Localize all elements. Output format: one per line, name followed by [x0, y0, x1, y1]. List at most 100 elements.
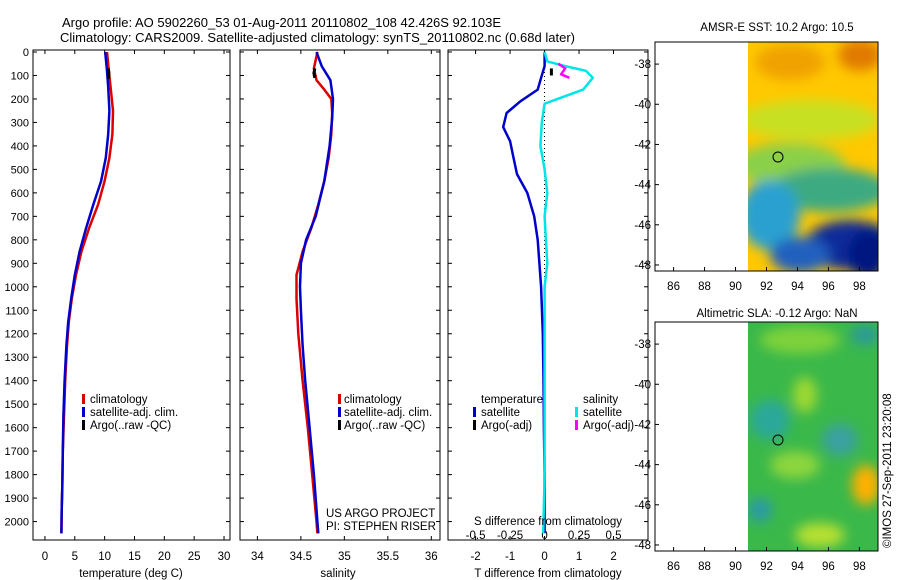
- x-tick-label: 36: [425, 551, 438, 563]
- series-line: [298, 51, 335, 534]
- legend-swatch-climatology: [82, 394, 85, 404]
- legend-swatch-satellite: [82, 407, 85, 417]
- temperature-panel: [32, 49, 231, 541]
- map-x-tick-label: 88: [698, 561, 711, 573]
- y-tick-label: 1200: [5, 329, 29, 341]
- legend-swatch-t-argo: [473, 420, 476, 430]
- title-line-2: Climatology: CARS2009. Satellite-adjuste…: [60, 30, 575, 45]
- map-y-tick-label: -40: [634, 379, 651, 391]
- map-x-tick-label: 94: [791, 281, 804, 293]
- salinity-xlabel: salinity: [320, 568, 355, 580]
- map-x-tick-label: 96: [822, 561, 835, 573]
- map-y-tick-label: -40: [634, 99, 651, 111]
- imos-timestamp: ©IMOS 27-Sep-2011 23:20:08: [882, 393, 894, 548]
- x-tick-label: 2: [610, 551, 616, 563]
- y-tick-label: 100: [11, 70, 29, 82]
- sst-map-title: AMSR-E SST: 10.2 Argo: 10.5: [700, 22, 853, 34]
- x-tick-label: 0: [42, 551, 48, 563]
- legend-label: satellite: [583, 407, 622, 419]
- x-tick-label: 34.5: [290, 551, 312, 563]
- map-y-tick-label: -46: [634, 500, 651, 512]
- y-tick-label: 0: [23, 47, 29, 59]
- x-tick-label: 15: [128, 551, 141, 563]
- map-x-tick-label: 90: [729, 281, 742, 293]
- x-tick-label: 25: [188, 551, 201, 563]
- legend-swatch-climatology: [338, 394, 341, 404]
- top-tick-label: -0.5: [466, 530, 486, 542]
- series-line: [60, 51, 111, 534]
- sla-map-field: [748, 322, 878, 551]
- y-tick-label: 1700: [5, 446, 29, 458]
- series-line: [557, 62, 570, 79]
- pi-label: PI: STEPHEN RISER: [326, 521, 436, 533]
- map-x-tick-label: 92: [760, 281, 773, 293]
- legend-label: Argo(-adj): [481, 420, 532, 432]
- sst-map-field: [748, 42, 878, 271]
- y-tick-label: 1400: [5, 376, 29, 388]
- argo-position-marker: [772, 151, 784, 163]
- y-tick-label: 1600: [5, 423, 29, 435]
- map-x-tick-label: 88: [698, 281, 711, 293]
- salinity-panel: [239, 49, 441, 541]
- x-tick-label: -2: [470, 551, 480, 563]
- series-line: [312, 68, 317, 79]
- map-y-tick-label: -48: [634, 260, 651, 272]
- top-tick-label: -0.25: [497, 530, 523, 542]
- y-tick-label: 800: [11, 235, 29, 247]
- top-tick-label: 0.5: [606, 530, 622, 542]
- x-tick-label: 30: [218, 551, 231, 563]
- y-tick-label: 500: [11, 164, 29, 176]
- difference-panel: [447, 49, 649, 541]
- legend-swatch-argo: [338, 420, 341, 430]
- x-tick-label: 5: [72, 551, 78, 563]
- legend-label: satellite: [481, 407, 520, 419]
- map-y-tick-label: -48: [634, 540, 651, 552]
- temperature-legend: climatology satellite-adj. clim. Argo(..…: [82, 394, 178, 432]
- difference-xlabel: T difference from climatology: [474, 568, 621, 580]
- series-line: [106, 68, 111, 80]
- y-tick-label: 700: [11, 211, 29, 223]
- legend-label: climatology: [344, 394, 402, 406]
- map-y-tick-label: -42: [634, 139, 651, 151]
- sla-map-title: Altimetric SLA: -0.12 Argo: NaN: [696, 308, 857, 320]
- series-line: [295, 51, 334, 534]
- legend-swatch-s-satellite: [575, 407, 578, 417]
- y-tick-label: 1900: [5, 493, 29, 505]
- y-tick-label: 1100: [5, 305, 29, 317]
- map-x-tick-label: 90: [729, 561, 742, 573]
- top-tick-label: 0.25: [568, 530, 590, 542]
- x-tick-label: 0: [541, 551, 547, 563]
- y-tick-label: 900: [11, 258, 29, 270]
- y-tick-label: 200: [11, 94, 29, 106]
- map-y-tick-label: -38: [634, 339, 651, 351]
- map-y-tick-label: -44: [634, 460, 651, 472]
- map-x-tick-label: 96: [822, 281, 835, 293]
- legend-label: satellite-adj. clim.: [344, 407, 432, 419]
- map-x-tick-label: 94: [791, 561, 804, 573]
- s-difference-label: S difference from climatology: [474, 516, 622, 528]
- y-tick-label: 1800: [5, 470, 29, 482]
- title-line-1: Argo profile: AO 5902260_53 01-Aug-2011 …: [62, 15, 501, 30]
- legend-swatch-argo: [82, 420, 85, 430]
- x-tick-label: 20: [158, 551, 171, 563]
- sla-map-axes: 86 88 90 92 94 96 98 -38 -40 -42 -44 -46 -48: [634, 339, 865, 573]
- legend-label: climatology: [90, 394, 148, 406]
- map-y-tick-label: -46: [634, 220, 651, 232]
- map-y-tick-label: -44: [634, 180, 651, 192]
- x-tick-label: 35: [338, 551, 351, 563]
- argo-position-marker: [772, 434, 784, 446]
- x-tick-label: 34: [251, 551, 264, 563]
- temperature-xlabel: temperature (deg C): [79, 568, 183, 580]
- y-tick-label: 2000: [5, 517, 29, 529]
- temperature-plot: 0100200300400500600700800900100011001200…: [5, 47, 231, 563]
- legend-label: satellite-adj. clim.: [90, 407, 178, 419]
- legend-swatch-satellite: [338, 407, 341, 417]
- map-y-tick-label: -38: [634, 59, 651, 71]
- sst-map-axes: 86 88 90 92 94 96 98 -38 -40 -42 -44 -46 -48: [634, 59, 865, 293]
- y-tick-label: 300: [11, 117, 29, 129]
- x-tick-label: 1: [576, 551, 582, 563]
- map-x-tick-label: 86: [667, 561, 680, 573]
- legend-label: Argo(-adj): [583, 420, 634, 432]
